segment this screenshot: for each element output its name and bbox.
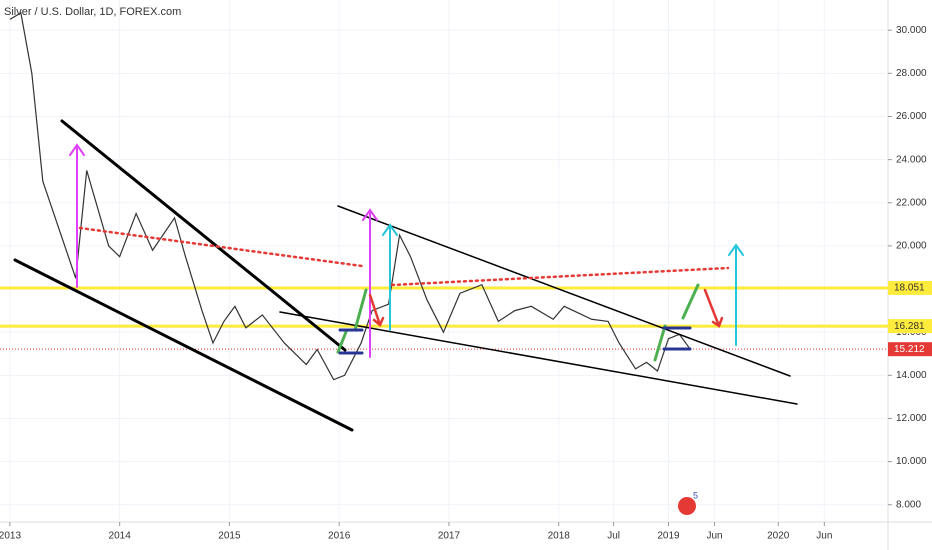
x-tick-label: Jun — [816, 531, 832, 542]
x-tick-label: 2014 — [109, 531, 132, 542]
event-badge: 5 — [693, 490, 698, 500]
arrow — [382, 223, 398, 331]
y-tick-label: 12.000 — [896, 413, 927, 424]
y-tick-label: 24.000 — [896, 154, 927, 165]
y-tick-label: 10.000 — [896, 456, 927, 467]
green-leg — [336, 288, 368, 354]
last-price-label: 15.212 — [894, 344, 925, 355]
event-icon[interactable] — [678, 497, 696, 515]
x-tick-label: 2015 — [218, 531, 241, 542]
x-tick-label: 2019 — [657, 531, 680, 542]
arrow — [728, 243, 744, 346]
trendline — [13, 258, 354, 432]
arrow — [362, 208, 378, 358]
drawings: 5 — [13, 119, 798, 515]
y-tick-label: 28.000 — [896, 68, 927, 79]
x-tick-label: 2020 — [767, 531, 790, 542]
y-tick-label: 14.000 — [896, 370, 927, 381]
y-tick-label: 26.000 — [896, 111, 927, 122]
y-tick-label: 30.000 — [896, 25, 927, 36]
dotted-line — [78, 226, 364, 268]
trendline — [279, 311, 798, 405]
level-label: 18.051 — [894, 283, 925, 294]
range-box — [338, 326, 692, 355]
arrow — [69, 143, 85, 288]
red-arrow — [368, 293, 385, 328]
dotted-line — [390, 266, 730, 287]
last-price-box — [888, 342, 932, 357]
y-tick-label: 8.000 — [896, 499, 921, 510]
x-tick-label: 2018 — [548, 531, 571, 542]
red-arrow — [703, 288, 724, 328]
level-label: 16.281 — [894, 321, 925, 332]
level-label-box — [888, 319, 932, 334]
x-tick-label: Jun — [707, 531, 723, 542]
x-tick-label: 2013 — [0, 531, 21, 542]
level-label-box — [888, 280, 932, 295]
green-leg — [653, 283, 700, 362]
y-tick-label: 20.000 — [896, 241, 927, 252]
y-tick-label: 22.000 — [896, 197, 927, 208]
price-line — [9, 11, 691, 381]
x-tick-label: 2017 — [438, 531, 461, 542]
x-tick-label: 2016 — [328, 531, 351, 542]
x-tick-label: Jul — [607, 531, 620, 542]
trendline — [337, 205, 791, 377]
trendline — [60, 119, 347, 352]
chart-title: Silver / U.S. Dollar, 1D, FOREX.com — [4, 6, 181, 18]
